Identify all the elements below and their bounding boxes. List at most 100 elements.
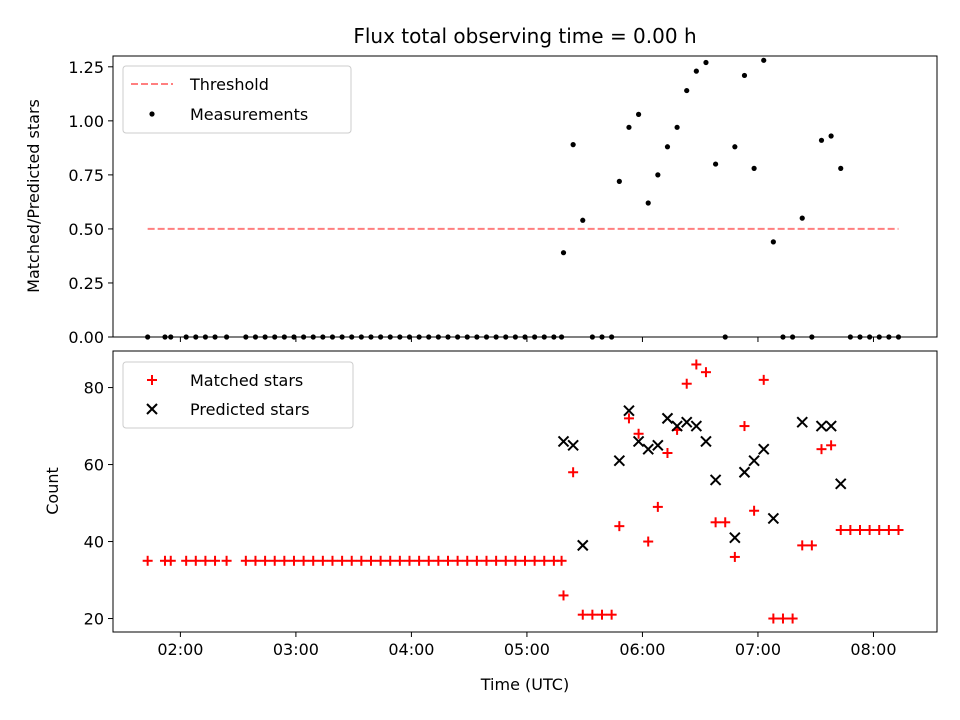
- matched-star-point: [210, 555, 221, 566]
- bottom-y-tick-label: 40: [84, 533, 104, 552]
- matched-star-point: [556, 555, 567, 566]
- matched-star-point: [662, 448, 673, 459]
- matched-star-point: [471, 555, 482, 566]
- matched-star-point: [375, 555, 386, 566]
- matched-star-point: [250, 555, 261, 566]
- matched-star-point: [720, 517, 731, 528]
- legend-predicted-swatch: [146, 403, 158, 415]
- predicted-star-point: [825, 420, 837, 432]
- predicted-star-point: [623, 404, 635, 417]
- measurement-point: [828, 133, 834, 139]
- matched-star-point: [142, 555, 153, 566]
- matched-star-point: [317, 555, 328, 566]
- matched-star-point: [269, 555, 280, 566]
- measurement-point: [732, 144, 738, 150]
- bottom-x-tick-label: 08:00: [850, 640, 896, 659]
- predicted-star-point: [767, 512, 780, 525]
- bottom-y-tick-label: 80: [84, 379, 104, 398]
- matched-star-point: [298, 555, 309, 566]
- bottom-x-tick-label: 03:00: [273, 640, 319, 659]
- measurement-point: [770, 239, 776, 245]
- matched-star-point: [288, 555, 299, 566]
- measurement-point: [635, 111, 642, 117]
- legend-matched-swatch: [147, 375, 157, 385]
- measurement-point: [838, 165, 844, 171]
- matched-star-point: [587, 609, 598, 620]
- predicted-star-point: [681, 416, 693, 428]
- measurement-point: [655, 172, 661, 178]
- measurement-point: [712, 161, 719, 167]
- matched-star-point: [539, 555, 550, 566]
- top-panel: Flux total observing time = 0.00 h 0.000…: [24, 24, 938, 347]
- predicted-star-point: [815, 420, 828, 432]
- bottom-x-tick-label: 02:00: [157, 640, 203, 659]
- bottom-y-axis-label: Count: [43, 467, 62, 515]
- top-y-tick-label: 1.25: [68, 58, 104, 77]
- top-plot-frame: [112, 55, 938, 338]
- legend-matched-label: Matched stars: [190, 371, 303, 390]
- bottom-x-tick-label: 05:00: [504, 640, 550, 659]
- matched-star-point: [806, 540, 817, 551]
- bottom-data-layer: [142, 359, 904, 624]
- matched-star-point: [481, 555, 492, 566]
- matched-star-point: [500, 555, 511, 566]
- matched-star-point: [845, 524, 856, 535]
- matched-star-point: [568, 467, 579, 478]
- matched-star-point: [414, 555, 425, 566]
- matched-star-point: [614, 521, 625, 532]
- predicted-star-point: [748, 454, 760, 467]
- matched-star-point: [337, 555, 348, 566]
- measurement-point: [674, 124, 680, 130]
- matched-star-point: [394, 555, 405, 566]
- predicted-star-point: [652, 439, 664, 452]
- matched-star-point: [883, 524, 894, 535]
- measurement-point: [664, 144, 671, 150]
- predicted-star-point: [642, 443, 654, 455]
- bottom-panel: 02:00 03:00 04:00 05:00 06:00 07:00 08:00 20 40 6…: [43, 350, 938, 694]
- predicted-star-point: [796, 416, 808, 428]
- matched-star-point: [652, 501, 663, 512]
- predicted-star-point: [700, 435, 712, 448]
- top-legend: Threshold Measurements: [122, 65, 352, 134]
- predicted-star-point: [557, 435, 570, 448]
- matched-star-point: [768, 613, 779, 624]
- top-y-axis-label: Matched/Predicted stars: [24, 99, 43, 293]
- matched-star-point: [404, 555, 415, 566]
- measurement-point: [560, 250, 567, 256]
- bottom-x-tick-label: 06:00: [619, 640, 665, 659]
- matched-star-point: [200, 555, 211, 566]
- matched-legend-marker: [147, 375, 157, 385]
- matched-star-point: [700, 367, 711, 378]
- measurement-point: [580, 217, 586, 223]
- predicted-star-point: [671, 420, 683, 432]
- matched-star-point: [279, 555, 290, 566]
- matched-star-point: [691, 359, 702, 370]
- matched-star-point: [462, 555, 473, 566]
- matched-star-point: [643, 536, 654, 547]
- matched-star-point: [597, 609, 608, 620]
- matched-star-point: [577, 609, 588, 620]
- top-y-tick-label: 0.25: [68, 274, 104, 293]
- predicted-star-point: [632, 435, 645, 448]
- legend-predicted-label: Predicted stars: [190, 400, 310, 419]
- predicted-star-point: [567, 439, 579, 452]
- matched-star-point: [365, 555, 376, 566]
- matched-star-point: [356, 555, 367, 566]
- top-y-tick-label: 0.00: [68, 328, 104, 347]
- measurement-point: [693, 68, 699, 74]
- matched-star-point: [797, 540, 808, 551]
- predicted-star-point: [835, 478, 847, 490]
- matched-star-point: [893, 524, 904, 535]
- measurement-point: [741, 72, 748, 79]
- matched-star-point: [835, 524, 846, 535]
- measurement-point: [799, 215, 805, 221]
- matched-star-point: [864, 524, 875, 535]
- matched-star-point: [558, 590, 569, 601]
- matched-star-point: [240, 555, 251, 566]
- predicted-star-point: [729, 531, 741, 544]
- measurement-point: [818, 137, 825, 143]
- matched-star-point: [346, 555, 357, 566]
- matched-star-point: [633, 428, 644, 439]
- bottom-x-tick-label: 04:00: [388, 640, 434, 659]
- matched-star-point: [816, 444, 827, 455]
